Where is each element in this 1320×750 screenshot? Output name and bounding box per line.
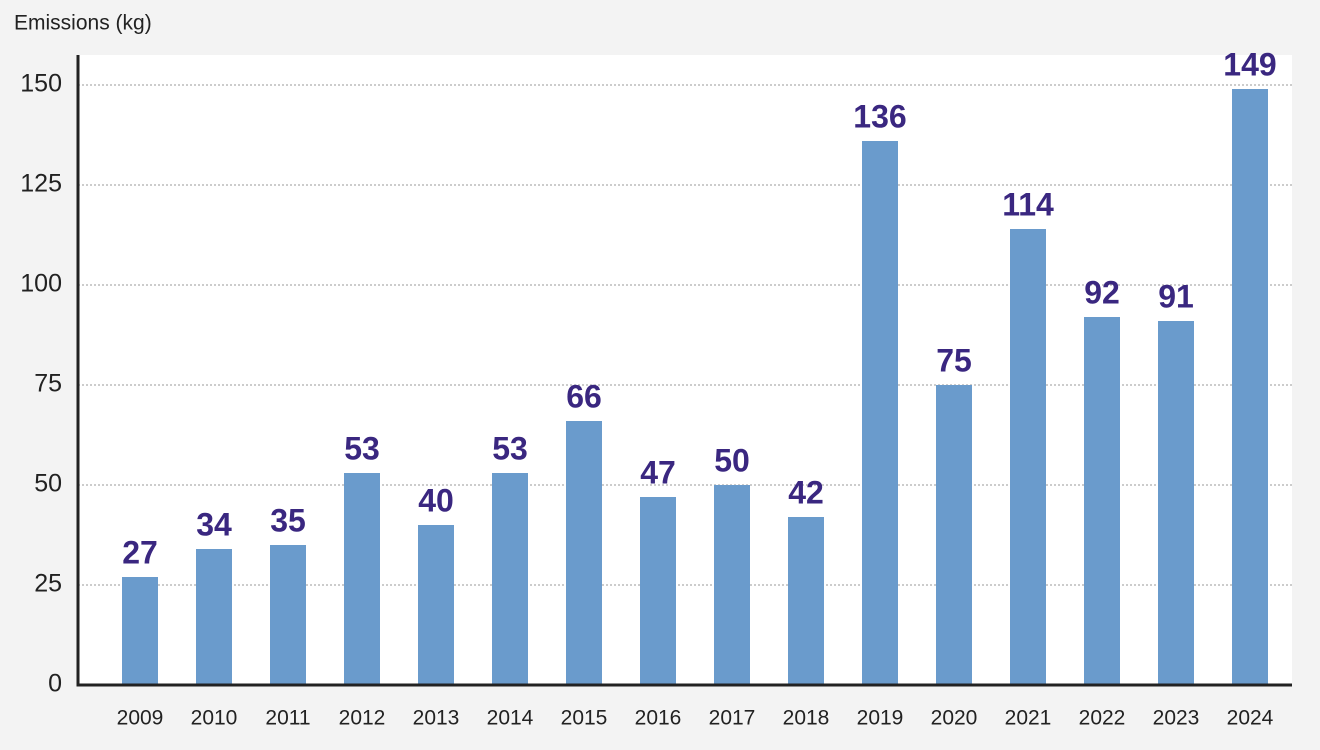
data-label: 34 <box>196 506 232 542</box>
bar <box>1232 89 1268 685</box>
x-tick-label: 2023 <box>1153 707 1200 730</box>
x-tick-label: 2016 <box>635 707 682 730</box>
data-label: 35 <box>270 502 306 538</box>
x-tick-label: 2019 <box>857 707 904 730</box>
x-tick-label: 2015 <box>561 707 608 730</box>
data-label: 149 <box>1223 46 1276 82</box>
x-tick-label: 2009 <box>117 707 164 730</box>
bar <box>1010 229 1046 685</box>
bar <box>122 577 158 685</box>
y-tick-label: 0 <box>48 670 62 698</box>
y-tick-label: 125 <box>20 170 62 198</box>
y-tick-label: 25 <box>34 570 62 598</box>
x-tick-label: 2014 <box>487 707 534 730</box>
x-tick-label: 2013 <box>413 707 460 730</box>
data-label: 53 <box>492 430 528 466</box>
data-label: 50 <box>714 442 750 478</box>
bar <box>788 517 824 685</box>
bar <box>936 385 972 685</box>
bar <box>566 421 602 685</box>
x-tick-label: 2017 <box>709 707 756 730</box>
data-label: 47 <box>640 454 676 490</box>
bar <box>1158 321 1194 685</box>
bar <box>862 141 898 685</box>
bar <box>270 545 306 685</box>
data-label: 40 <box>418 482 454 518</box>
y-axis-title: Emissions (kg) <box>14 12 152 35</box>
y-tick-label: 50 <box>34 470 62 498</box>
bar <box>1084 317 1120 685</box>
data-label: 114 <box>1002 186 1054 222</box>
data-label: 91 <box>1158 278 1194 314</box>
x-tick-label: 2010 <box>191 707 238 730</box>
x-tick-label: 2011 <box>265 707 310 730</box>
bar <box>640 497 676 685</box>
y-tick-label: 150 <box>20 70 62 98</box>
y-tick-label: 75 <box>34 370 62 398</box>
bar <box>714 485 750 685</box>
x-tick-label: 2021 <box>1005 707 1052 730</box>
data-label: 136 <box>853 98 906 134</box>
data-label: 53 <box>344 430 380 466</box>
bar <box>344 473 380 685</box>
data-label: 75 <box>936 342 972 378</box>
bar <box>418 525 454 685</box>
data-label: 27 <box>122 534 158 570</box>
y-tick-label: 100 <box>20 270 62 298</box>
x-tick-label: 2012 <box>339 707 386 730</box>
data-label: 92 <box>1084 274 1120 310</box>
x-tick-label: 2022 <box>1079 707 1126 730</box>
x-tick-label: 2024 <box>1227 707 1274 730</box>
x-tick-label: 2020 <box>931 707 978 730</box>
data-label: 42 <box>788 474 824 510</box>
bar <box>492 473 528 685</box>
bar <box>196 549 232 685</box>
data-label: 66 <box>566 378 602 414</box>
x-tick-label: 2018 <box>783 707 830 730</box>
